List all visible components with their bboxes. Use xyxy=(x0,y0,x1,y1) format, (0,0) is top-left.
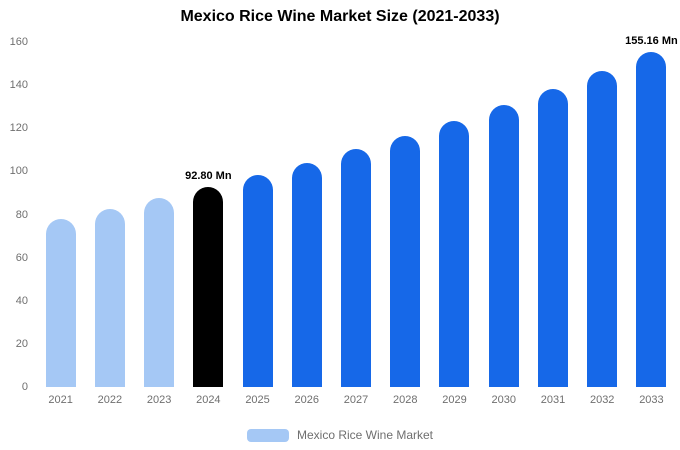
legend[interactable]: Mexico Rice Wine Market xyxy=(0,428,680,442)
bar-slot xyxy=(233,42,282,387)
bar-2031 xyxy=(537,88,568,387)
bar-slot xyxy=(36,42,85,387)
x-tick-label-2033: 2033 xyxy=(639,394,664,406)
bar-slot xyxy=(381,42,430,387)
x-tick-label-2028: 2028 xyxy=(393,394,418,406)
y-tick-label: 0 xyxy=(21,381,28,393)
bar-2021 xyxy=(45,218,76,387)
x-tick-label-2031: 2031 xyxy=(540,394,566,406)
x-tick-label-2026: 2026 xyxy=(294,394,320,406)
y-tick-label: 20 xyxy=(15,337,28,350)
y-tick-label: 40 xyxy=(15,294,28,307)
bar-slot xyxy=(282,42,331,387)
bar-value-label-2024: 92.80 Mn xyxy=(185,169,232,182)
bar-slot xyxy=(479,42,528,387)
y-tick-label: 100 xyxy=(9,165,28,178)
x-tick-label-2032: 2032 xyxy=(589,394,615,406)
y-axis: 0 20 40 60 80 100 120 140 160 xyxy=(6,36,36,393)
legend-swatch-icon xyxy=(246,428,289,442)
y-tick-label: 140 xyxy=(9,79,28,92)
chart-inner: 0 20 40 60 80 100 120 140 160 92.80 Mn 155.16 Mn xyxy=(6,35,678,393)
bar-2032 xyxy=(587,70,618,387)
chart-title: Mexico Rice Wine Market Size (2021-2033) xyxy=(180,8,500,25)
x-tick-label-2025: 2025 xyxy=(245,394,270,406)
bar-slot xyxy=(430,42,479,387)
bar-slot xyxy=(331,42,380,387)
bar-slot: 155.16 Mn xyxy=(625,35,678,387)
bar-2023 xyxy=(144,198,175,387)
plot-area: 92.80 Mn 155.16 Mn xyxy=(36,35,678,387)
bar-2033: 155.16 Mn xyxy=(625,35,678,387)
x-axis: 2021 2022 2023 2024 2025 2026 2027 2028 2029 2030… xyxy=(36,394,676,406)
y-tick-label: 160 xyxy=(9,36,28,48)
bar-2029 xyxy=(439,120,470,387)
x-tick-label-2022: 2022 xyxy=(97,394,123,406)
bar-2027 xyxy=(341,149,372,387)
x-tick-label-2030: 2030 xyxy=(491,394,516,406)
bar-2022 xyxy=(94,208,125,387)
y-tick-label: 120 xyxy=(9,122,28,135)
bar-2024: 92.80 Mn xyxy=(185,170,232,387)
bar-slot xyxy=(578,42,627,387)
bar-chart: 0 20 40 60 80 100 120 140 160 92.80 Mn 155.16 Mn … xyxy=(6,35,678,406)
x-tick-label-2021: 2021 xyxy=(48,394,73,406)
legend-label: Mexico Rice Wine Market xyxy=(296,428,434,442)
bar-slot: 92.80 Mn xyxy=(184,42,233,387)
x-tick-label-2029: 2029 xyxy=(442,394,467,406)
x-tick-label-2027: 2027 xyxy=(343,394,369,406)
bar-2026 xyxy=(291,162,322,387)
bar-slot xyxy=(528,42,577,387)
x-tick-label-2023: 2023 xyxy=(146,394,172,406)
y-tick-label: 80 xyxy=(15,208,28,221)
bar-2025 xyxy=(242,175,273,387)
y-tick-label: 60 xyxy=(15,251,28,264)
x-tick-label-2024: 2024 xyxy=(196,394,221,406)
bar-value-label-2033: 155.16 Mn xyxy=(625,35,678,48)
bar-2028 xyxy=(390,135,421,387)
bar-2030 xyxy=(488,105,519,387)
bar-slot xyxy=(85,42,134,387)
bar-slot xyxy=(134,42,183,387)
